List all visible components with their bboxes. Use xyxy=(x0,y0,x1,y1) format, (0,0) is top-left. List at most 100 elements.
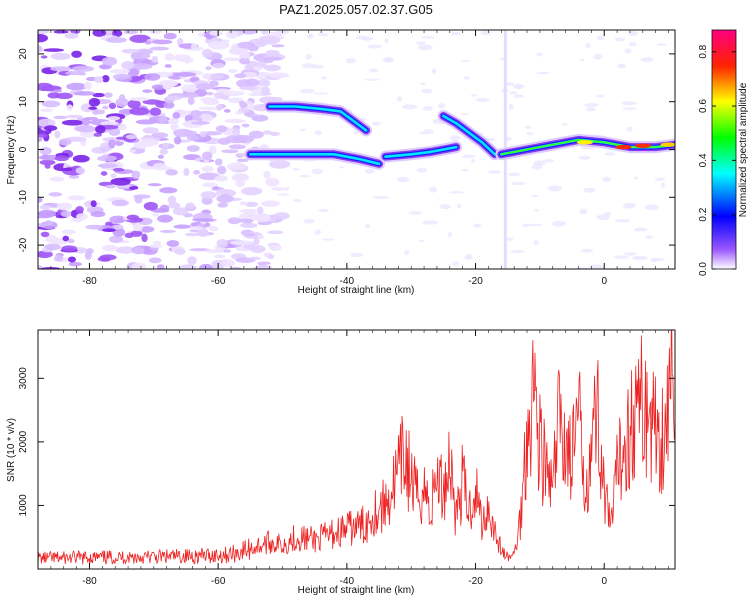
noise-speck xyxy=(92,92,105,98)
noise-speck-faint xyxy=(614,255,630,259)
noise-speck-faint xyxy=(584,43,591,48)
noise-speck xyxy=(38,45,43,53)
noise-speck xyxy=(239,201,248,206)
y-tick-label: -20 xyxy=(18,237,29,252)
noise-speck xyxy=(86,248,94,255)
noise-speck xyxy=(131,262,147,269)
x-tick-label: -20 xyxy=(468,576,483,587)
noise-speck xyxy=(152,213,159,217)
noise-speck xyxy=(184,130,198,136)
noise-speck xyxy=(38,250,53,259)
noise-speck-faint xyxy=(314,229,322,235)
noise-speck xyxy=(244,233,256,237)
noise-speck xyxy=(215,125,228,133)
noise-speck xyxy=(55,92,73,100)
noise-speck xyxy=(102,105,109,110)
noise-speck xyxy=(142,99,162,105)
noise-speck xyxy=(189,226,204,231)
noise-speck xyxy=(97,155,117,162)
noise-speck xyxy=(53,30,69,34)
noise-speck xyxy=(201,165,214,172)
noise-speck xyxy=(67,195,86,201)
noise-speck-faint xyxy=(506,136,512,141)
noise-speck xyxy=(101,258,111,262)
noise-speck xyxy=(95,109,106,115)
snr-frame xyxy=(37,329,676,570)
noise-speck xyxy=(68,261,83,267)
noise-speck xyxy=(112,167,125,172)
noise-speck xyxy=(62,235,70,242)
noise-speck-faint xyxy=(633,176,639,180)
noise-speck xyxy=(61,229,76,235)
noise-speck-faint xyxy=(385,56,392,63)
noise-speck xyxy=(75,167,86,174)
noise-speck-faint xyxy=(368,68,379,73)
noise-speck-faint xyxy=(552,220,566,227)
snr-x-ticks: -80 -60 -40 -20 0 xyxy=(37,330,669,587)
noise-speck xyxy=(129,34,151,43)
noise-speck xyxy=(163,101,175,109)
noise-speck-faint xyxy=(361,36,374,41)
noise-speck-faint xyxy=(350,252,364,258)
noise-speck xyxy=(152,240,162,245)
noise-speck xyxy=(90,200,97,208)
noise-speck xyxy=(201,151,213,161)
noise-speck-faint xyxy=(531,164,543,170)
noise-speck xyxy=(269,216,277,224)
noise-speck-faint xyxy=(499,57,506,61)
noise-speck-faint xyxy=(422,220,439,225)
y-tick-label: -10 xyxy=(18,190,29,205)
colorbar-tick-label: 0.4 xyxy=(698,153,709,167)
noise-speck xyxy=(205,92,214,96)
noise-speck-faint xyxy=(403,250,410,256)
noise-speck xyxy=(105,184,116,189)
noise-speck xyxy=(193,169,200,175)
noise-speck xyxy=(108,102,117,110)
noise-speck-faint xyxy=(456,203,462,209)
noise-speck-faint xyxy=(422,129,435,134)
noise-speck-faint xyxy=(409,211,423,215)
noise-speck xyxy=(190,121,210,125)
noise-speck xyxy=(127,99,141,109)
noise-speck xyxy=(186,134,200,141)
colorbar-gradient xyxy=(711,29,737,270)
spectrogram-x-label: Height of straight line (km) xyxy=(298,285,415,296)
noise-speck-faint xyxy=(384,38,389,43)
noise-speck xyxy=(215,88,230,93)
noise-speck xyxy=(265,177,280,187)
noise-speck xyxy=(166,240,180,247)
noise-speck xyxy=(214,158,223,166)
noise-speck-faint xyxy=(583,187,596,193)
noise-speckles xyxy=(38,30,668,269)
noise-speck xyxy=(110,173,117,178)
noise-speck-faint xyxy=(470,94,478,97)
noise-speck xyxy=(111,224,124,230)
noise-speck xyxy=(226,162,247,171)
noise-speck xyxy=(44,163,51,169)
noise-speck xyxy=(172,207,189,216)
noise-speck xyxy=(38,196,43,203)
noise-speck xyxy=(257,234,265,240)
noise-speck-faint xyxy=(372,195,389,200)
noise-speck-faint xyxy=(513,94,524,98)
noise-speck-faint xyxy=(645,235,654,239)
noise-speck-faint xyxy=(617,63,626,69)
noise-speck-faint xyxy=(365,224,371,229)
noise-speck xyxy=(110,177,131,186)
noise-speck xyxy=(185,202,196,210)
noise-speck-faint xyxy=(292,167,300,171)
noise-speck-faint xyxy=(451,261,460,267)
noise-speck xyxy=(184,232,201,237)
noise-speck-faint xyxy=(447,231,452,238)
noise-speck xyxy=(248,92,263,97)
noise-speck xyxy=(200,191,217,200)
noise-speck-faint xyxy=(318,208,330,213)
noise-speck xyxy=(131,63,153,70)
noise-speck-faint xyxy=(439,203,451,210)
ridge-3 xyxy=(442,114,497,156)
noise-speck xyxy=(151,55,159,64)
noise-speck xyxy=(81,117,91,126)
noise-speck xyxy=(165,169,178,176)
noise-speck-faint xyxy=(534,209,539,212)
noise-speck-faint xyxy=(303,218,315,224)
